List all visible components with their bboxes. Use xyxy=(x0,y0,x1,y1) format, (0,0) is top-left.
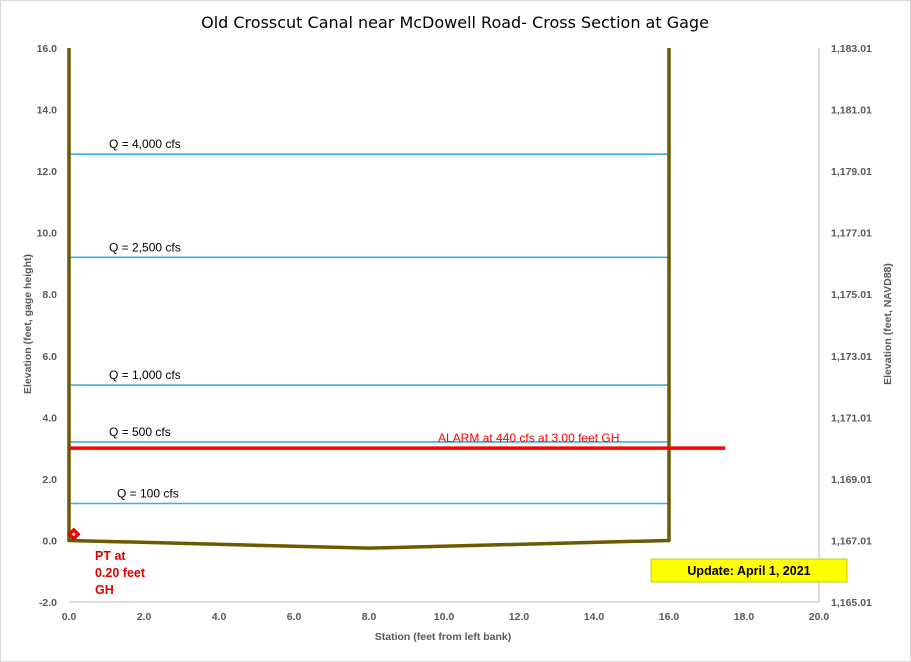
update-note-box xyxy=(650,558,848,583)
flow-level-label: Q = 100 cfs xyxy=(117,487,179,501)
flow-level-label: Q = 2,500 cfs xyxy=(109,240,181,254)
y-axis-ticks: -2.0 0.0 2.0 4.0 6.0 8.0 10.0 12.0 14.0 16.0 xyxy=(37,43,58,609)
x-tick-label: 8.0 xyxy=(362,611,377,623)
y2-tick-label: 1,171.01 xyxy=(831,412,872,424)
y-tick-label: -2.0 xyxy=(39,597,57,609)
pt-label: PT at xyxy=(95,549,126,563)
y2-tick-label: 1,167.01 xyxy=(831,535,872,547)
x-axis-ticks: 0.0 2.0 4.0 6.0 8.0 10.0 12.0 14.0 16.0 18.0 20.0 xyxy=(62,611,830,623)
y2-tick-label: 1,165.01 xyxy=(831,597,872,609)
channel-cross-section xyxy=(67,48,671,550)
y2-tick-label: 1,177.01 xyxy=(831,228,872,240)
axes xyxy=(69,48,820,603)
y2-tick-label: 1,173.01 xyxy=(831,351,872,363)
x-tick-label: 6.0 xyxy=(287,611,302,623)
channel-profile-line xyxy=(67,48,671,550)
update-note: Update: April 1, 2021 xyxy=(650,558,848,583)
y-tick-label: 6.0 xyxy=(42,351,57,363)
y-tick-label: 8.0 xyxy=(42,289,57,301)
x-tick-label: 0.0 xyxy=(62,611,77,623)
pt-marker-center xyxy=(72,532,76,536)
update-note-text: Update: April 1, 2021 xyxy=(687,564,810,578)
flow-level-label: Q = 4,000 cfs xyxy=(109,137,181,151)
y2-tick-label: 1,179.01 xyxy=(831,166,872,178)
y2-tick-label: 1,169.01 xyxy=(831,474,872,486)
y-tick-label: 12.0 xyxy=(37,166,58,178)
alarm-level: ALARM at 440 cfs at 3.00 feet GH xyxy=(69,431,726,450)
x-tick-label: 14.0 xyxy=(584,611,605,623)
y2-tick-label: 1,181.01 xyxy=(831,105,872,117)
y-tick-label: 14.0 xyxy=(37,105,58,117)
x-axis-label: Station (feet from left bank) xyxy=(375,631,512,643)
flow-level-label: Q = 1,000 cfs xyxy=(109,368,181,382)
y-axis-label: Elevation (feet, gage height) xyxy=(22,254,34,394)
y-tick-label: 0.0 xyxy=(42,535,57,547)
y-tick-label: 16.0 xyxy=(37,43,58,55)
x-tick-label: 20.0 xyxy=(809,611,830,623)
y2-tick-label: 1,175.01 xyxy=(831,289,872,301)
x-tick-label: 12.0 xyxy=(509,611,530,623)
x-tick-label: 4.0 xyxy=(212,611,227,623)
y2-axis-ticks: 1,165.01 1,167.01 1,169.01 1,171.01 1,173.01… xyxy=(831,43,872,609)
chart-title: Old Crosscut Canal near McDowell Road- C… xyxy=(201,13,709,32)
y-tick-label: 2.0 xyxy=(42,474,57,486)
y2-tick-label: 1,183.01 xyxy=(831,43,872,55)
y-tick-label: 4.0 xyxy=(42,412,57,424)
y2-axis-label: Elevation (feet, NAVD88) xyxy=(882,263,894,385)
alarm-label: ALARM at 440 cfs at 3.00 feet GH xyxy=(438,431,619,445)
x-tick-label: 2.0 xyxy=(137,611,152,623)
x-tick-label: 16.0 xyxy=(659,611,680,623)
pressure-transducer: PT at 0.20 feet GH xyxy=(67,527,146,597)
pt-label: GH xyxy=(95,583,114,597)
flow-level-label: Q = 500 cfs xyxy=(109,425,171,439)
y-tick-label: 10.0 xyxy=(37,228,58,240)
x-tick-label: 10.0 xyxy=(434,611,455,623)
pt-label: 0.20 feet xyxy=(95,566,146,580)
x-tick-label: 18.0 xyxy=(734,611,755,623)
flow-levels: Q = 100 cfs Q = 500 cfs Q = 1,000 cfs Q = 2… xyxy=(69,137,669,505)
